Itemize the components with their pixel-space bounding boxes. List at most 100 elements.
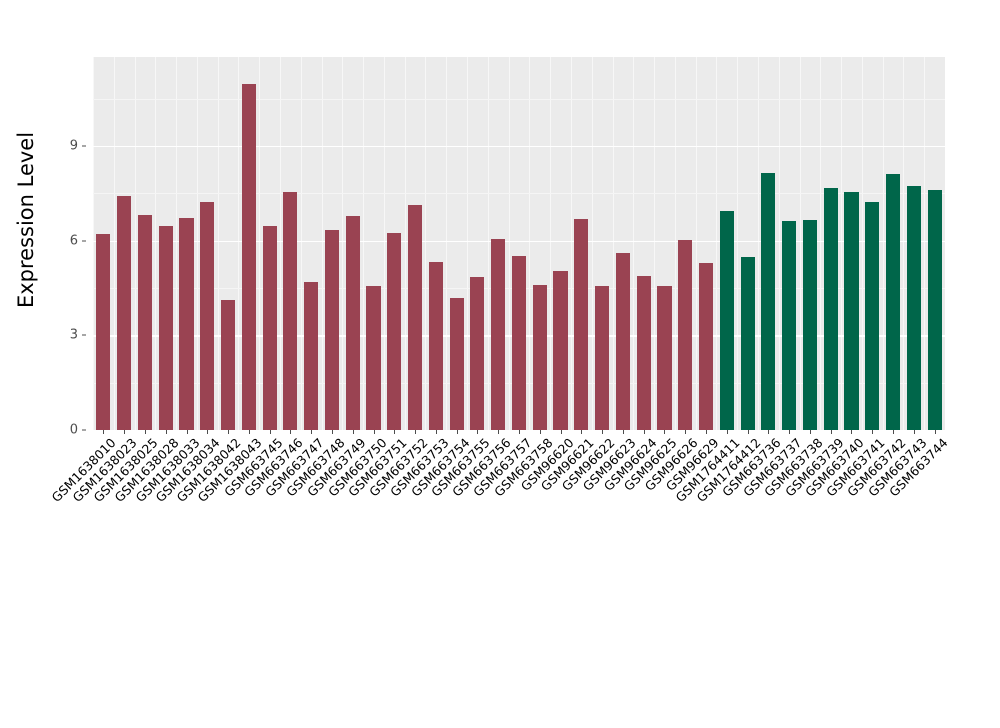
bar [491,239,506,430]
gridline-vertical [280,57,281,430]
bar [885,174,901,430]
x-axis-tick-mark [602,430,604,434]
gridline-vertical [238,57,240,430]
x-axis-tick-mark [893,430,895,434]
gridline-vertical [321,57,323,430]
bar [262,226,277,430]
bar [844,191,859,430]
bar [408,205,423,430]
gridline-vertical [155,57,157,430]
gridline-vertical [93,57,94,430]
bar [574,219,589,430]
gridline-vertical [757,57,759,430]
x-axis-tick-mark [186,430,188,434]
bar [137,214,152,430]
x-axis-tick-mark [373,430,375,434]
x-axis-tick-marks [93,430,945,435]
x-axis-tick-mark [706,430,708,434]
gridline-vertical [467,57,468,430]
gridline-vertical [134,57,136,430]
x-axis-tick-mark [664,430,666,434]
x-axis-tick-mark [415,430,417,434]
y-axis-tick-mark [82,334,86,336]
bar [221,300,236,430]
x-axis-tick-mark [581,430,583,434]
x-axis-tick-mark [622,430,624,434]
gridline-vertical [383,57,385,430]
x-axis-tick-mark [207,430,209,434]
y-axis-tick-labels: 0 3 6 9 [52,57,86,438]
bar [740,257,755,430]
gridline-vertical [612,57,614,430]
x-axis-tick-mark [685,430,687,434]
bar [366,285,381,430]
x-axis-tick-mark [248,430,250,434]
gridline-vertical [550,57,552,430]
bar [304,282,319,430]
bar [865,202,880,430]
x-axis-tick-mark [726,430,728,434]
gridline-vertical [404,57,406,430]
gridline-vertical [363,57,365,430]
x-axis-tick-mark [290,430,292,434]
gridline-vertical [737,57,739,430]
bar [200,202,215,430]
gridline-vertical [487,57,489,430]
bar [117,196,132,430]
y-axis-title-label: Expression Level [14,131,39,309]
y-axis-tick-label: 3 [69,327,78,343]
gridline-vertical [508,57,510,430]
bar [532,284,547,430]
gridline-vertical [674,57,676,430]
x-axis-tick-mark [768,430,770,434]
y-axis-tick-mark [82,429,86,431]
bar [636,276,651,430]
y-axis-tick-label: 6 [69,233,78,249]
bar [511,255,527,430]
gridline-vertical [820,57,822,430]
x-axis-tick-mark [539,430,541,434]
bar [761,173,776,430]
x-axis-tick-mark [352,430,354,434]
bar [470,276,485,430]
gridline-vertical [259,57,261,430]
bar [428,262,443,430]
gridline-vertical [882,57,884,430]
x-axis-tick-mark [331,430,333,434]
bar [615,252,630,430]
x-axis-tick-mark [872,430,874,434]
bar [906,186,921,430]
bar-chart: Expression Level 0 3 6 9 GSM1638010 GSM16380… [14,57,951,506]
gridline-vertical [695,57,697,430]
x-axis-tick-mark [394,430,396,434]
bar [449,298,464,430]
bar [782,221,797,430]
gridline-vertical [778,57,780,430]
gridline-horizontal-minor [93,98,945,100]
x-axis-tick-mark [124,430,126,434]
gridline-vertical [342,57,344,430]
y-axis-tick-label: 9 [69,138,78,154]
bar [387,233,402,430]
bar [823,187,838,430]
x-axis-tick-mark [103,430,105,434]
x-axis-tick-mark [144,430,146,434]
gridline-vertical [113,57,115,430]
gridline-horizontal-major [93,145,945,148]
x-axis-tick-mark [477,430,479,434]
gridline-vertical [196,57,198,430]
bar [698,262,714,430]
x-axis-tick-mark [851,430,853,434]
x-axis-tick-mark [809,430,811,434]
y-axis-tick-mark [82,240,86,242]
bar [553,270,568,430]
gridline-vertical [446,57,448,430]
x-axis-tick-mark [560,430,562,434]
gridline-vertical [903,57,905,430]
bar [595,285,610,430]
gridline-vertical [217,57,219,430]
y-axis-tick-label: 0 [69,422,78,438]
x-axis-tick-mark [498,430,500,434]
gridline-vertical [654,57,655,430]
bar [241,83,256,430]
